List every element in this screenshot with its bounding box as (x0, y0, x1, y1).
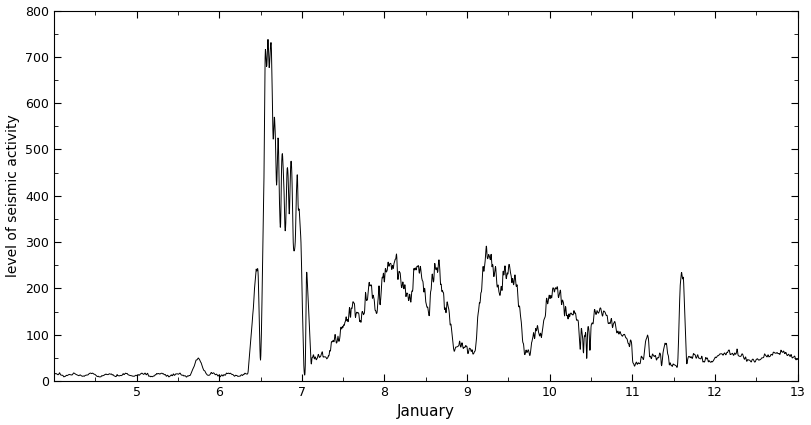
Y-axis label: level of seismic activity: level of seismic activity (6, 114, 19, 277)
X-axis label: January: January (397, 405, 455, 419)
